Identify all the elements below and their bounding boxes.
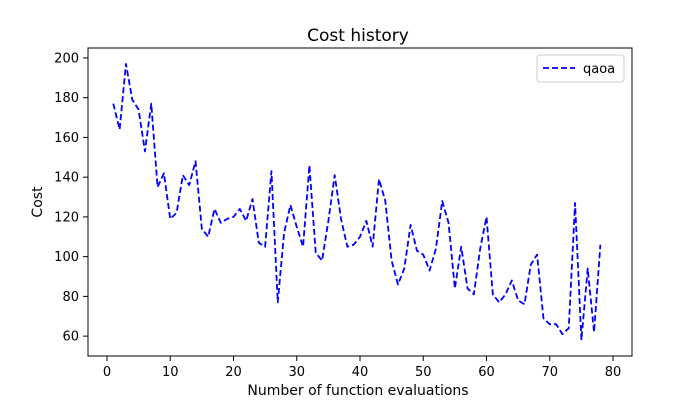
y-tick-label: 100 [54,250,79,265]
legend: qaoa [536,54,625,83]
x-axis-label: Number of function evaluations [247,383,468,399]
x-tick-label: 80 [605,365,622,380]
legend-label: qaoa [583,62,615,77]
y-tick-label: 160 [54,131,79,146]
x-tick-label: 60 [478,365,495,380]
x-tick-label: 70 [541,365,558,380]
x-tick-label: 20 [225,365,242,380]
y-axis-label: Cost [30,186,46,218]
legend-box [536,54,625,83]
y-axis: 60 80 100 120 140 160 180 200 [54,51,88,345]
x-tick-label: 0 [103,365,111,380]
x-tick-label: 40 [352,365,369,380]
x-tick-label: 30 [288,365,305,380]
x-tick-label: 10 [162,365,179,380]
series-line-qaoa [112,63,602,342]
chart-title: Cost history [307,26,409,46]
y-tick-label: 120 [54,210,79,225]
y-tick-label: 80 [62,290,79,305]
x-axis: 0 10 20 30 40 50 60 70 80 [103,356,621,380]
x-tick-label: 50 [415,365,432,380]
y-tick-label: 180 [54,91,79,106]
y-tick-label: 60 [62,330,79,345]
plot-area [88,48,632,356]
y-tick-label: 140 [54,171,79,186]
plot-content [112,63,602,342]
y-tick-label: 200 [54,51,79,66]
